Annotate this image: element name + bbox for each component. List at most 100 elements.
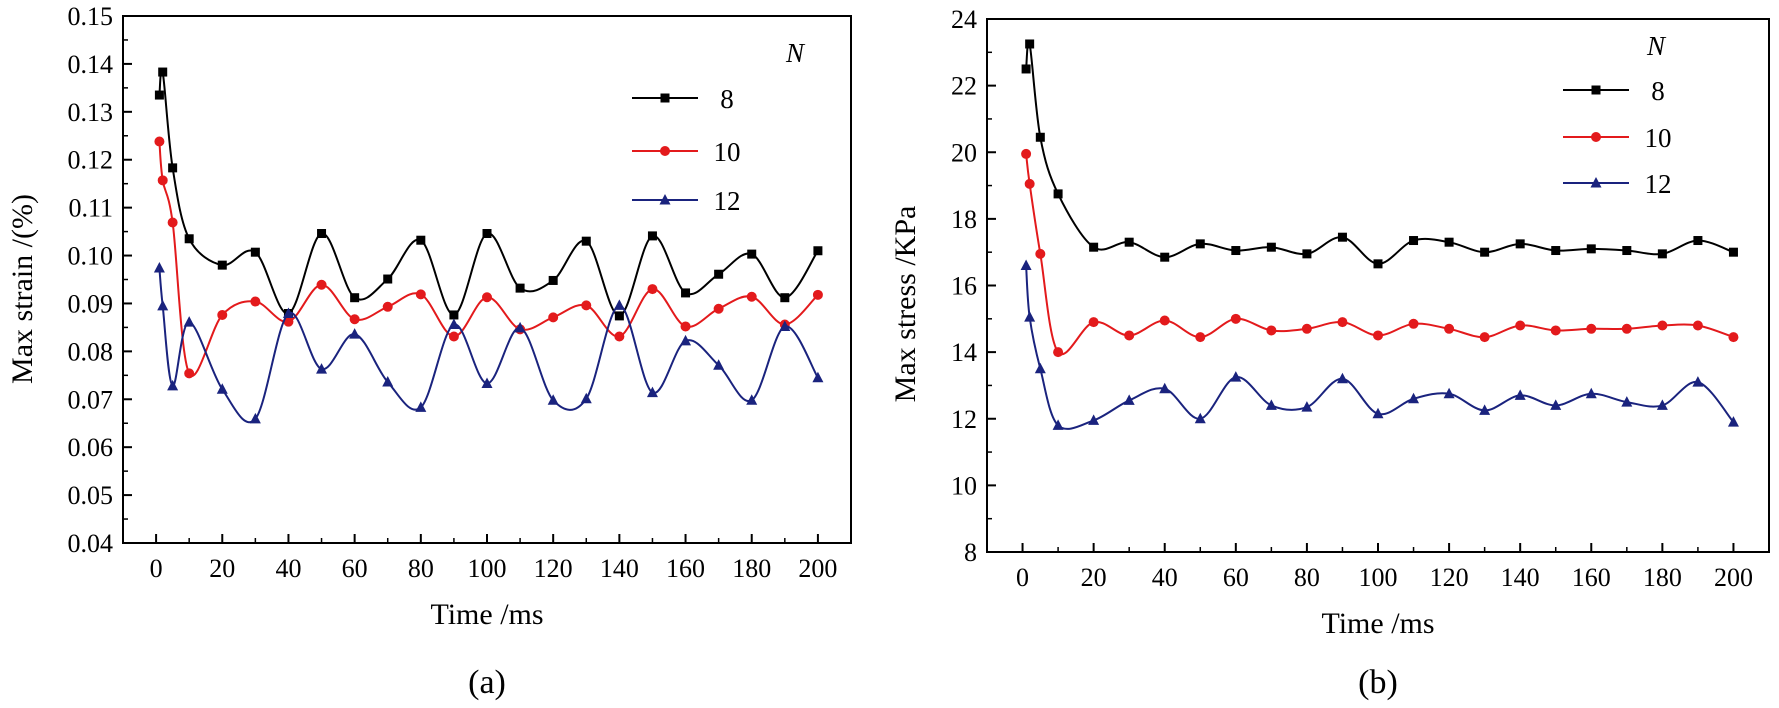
series-10	[154, 136, 823, 379]
data-point	[1657, 249, 1667, 259]
x-axis-label: Time /ms	[1321, 607, 1434, 640]
data-point	[317, 229, 327, 239]
data-point	[613, 299, 625, 310]
y-tick-label: 0.10	[68, 242, 114, 271]
data-point	[746, 291, 757, 302]
data-point	[282, 307, 294, 319]
series-line	[1025, 153, 1734, 356]
legend-marker	[660, 146, 670, 156]
data-point	[1024, 311, 1036, 322]
legend-marker	[1590, 177, 1602, 188]
x-tick-label: 180	[732, 554, 771, 583]
data-point	[448, 331, 459, 342]
data-point	[482, 292, 492, 303]
data-point	[316, 279, 327, 290]
data-point	[746, 394, 758, 405]
data-point	[1657, 320, 1668, 331]
data-point	[249, 412, 261, 424]
x-tick-label: 200	[798, 554, 837, 583]
data-point	[167, 379, 179, 391]
data-point	[1034, 362, 1046, 374]
data-point	[1266, 242, 1276, 252]
data-point	[812, 289, 823, 300]
data-point	[481, 377, 493, 388]
data-point	[167, 217, 178, 228]
data-point	[1443, 387, 1455, 399]
x-tick-label: 120	[1430, 563, 1469, 592]
data-point	[614, 311, 624, 321]
data-point	[1301, 401, 1313, 412]
x-tick-label: 0	[1016, 563, 1029, 592]
data-point	[1515, 239, 1525, 249]
y-tick-label: 0.14	[68, 50, 114, 79]
x-axis-label: Time /ms	[430, 598, 543, 631]
data-point	[1586, 323, 1597, 334]
data-point	[1551, 246, 1561, 256]
y-tick-label: 0.05	[68, 481, 114, 510]
y-tick-label: 0.11	[68, 194, 113, 223]
data-point	[1195, 239, 1205, 249]
data-point	[1621, 396, 1633, 407]
panel-label: (a)	[468, 664, 506, 701]
x-tick-label: 20	[209, 554, 235, 583]
data-point	[581, 236, 591, 246]
y-tick-label: 0.07	[68, 385, 114, 414]
legend-label: 8	[1651, 76, 1665, 106]
data-point	[1479, 404, 1491, 415]
data-point	[157, 299, 169, 311]
data-point	[1621, 323, 1632, 334]
legend-label: 10	[1645, 123, 1672, 153]
data-point	[1656, 399, 1668, 410]
data-point	[1585, 387, 1597, 399]
data-point	[1021, 148, 1032, 159]
data-point	[1160, 252, 1170, 262]
chart-panel-a: 0 20 40 60 80 100 120 140 160 180 200 0.04 0.05 0.06 0…	[6, 2, 852, 701]
data-point	[1124, 330, 1135, 341]
data-point	[1052, 419, 1064, 430]
y-tick-label: 0.12	[68, 146, 114, 175]
data-point	[646, 386, 658, 398]
data-point	[1622, 246, 1632, 256]
x-tick-label: 40	[1152, 563, 1178, 592]
data-point	[154, 136, 165, 147]
data-point	[1337, 232, 1347, 242]
data-point	[184, 368, 195, 379]
data-point	[1408, 318, 1419, 329]
data-point	[383, 274, 393, 284]
y-tick-label: 20	[951, 138, 977, 167]
data-point	[154, 90, 164, 100]
chart-panel-b: 0 20 40 60 80 100 120 140 160 180 200 8 10 12 14 16 18 20…	[889, 5, 1770, 701]
data-point	[448, 318, 460, 330]
data-point	[157, 175, 168, 186]
data-point	[1194, 412, 1206, 424]
data-point	[316, 363, 328, 374]
x-tick-label: 60	[342, 554, 368, 583]
series-8	[1021, 39, 1738, 269]
data-point	[1301, 323, 1312, 334]
data-point	[747, 249, 757, 259]
x-tick-label: 160	[666, 554, 705, 583]
data-point	[1372, 407, 1384, 419]
data-point	[1550, 399, 1562, 410]
data-point	[1035, 132, 1045, 142]
data-point	[1088, 317, 1099, 328]
data-point	[680, 321, 691, 332]
data-point	[158, 67, 168, 77]
data-point	[283, 316, 294, 327]
data-point	[1515, 320, 1526, 331]
data-point	[1693, 236, 1703, 246]
data-point	[250, 247, 260, 257]
y-axis-label: Max stress /KPa	[889, 206, 922, 403]
y-tick-label: 0.06	[68, 433, 114, 462]
data-point	[349, 314, 360, 325]
data-point	[1265, 399, 1277, 410]
data-point	[1124, 237, 1134, 247]
data-point	[1088, 414, 1100, 425]
series-12	[1020, 259, 1739, 430]
data-point	[713, 359, 725, 370]
data-point	[1514, 389, 1526, 400]
data-point	[1231, 246, 1241, 256]
data-point	[1336, 372, 1348, 384]
data-point	[1728, 247, 1738, 257]
